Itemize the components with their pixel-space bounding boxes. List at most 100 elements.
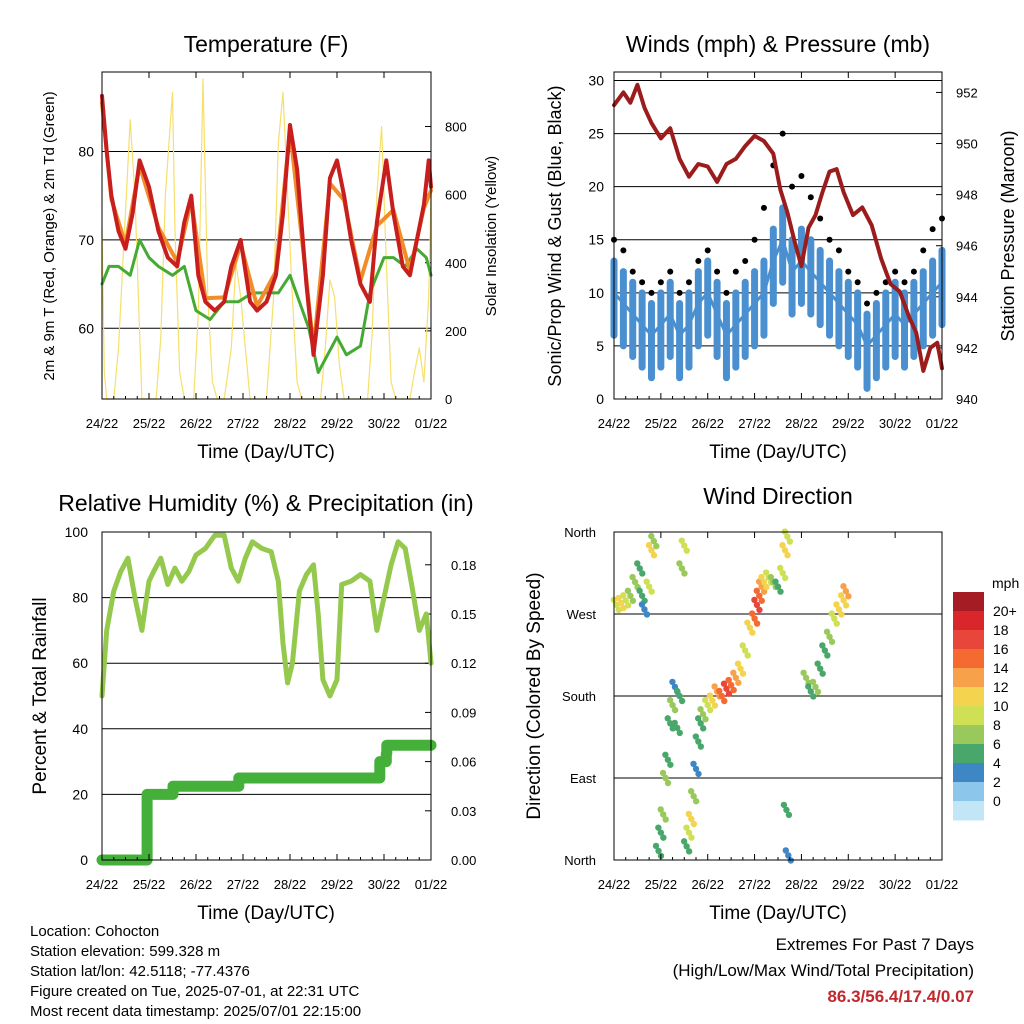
direction-point bbox=[784, 533, 791, 540]
y-tick-label: 0 bbox=[80, 852, 88, 868]
gust-point bbox=[826, 236, 833, 243]
direction-point bbox=[666, 696, 674, 704]
direction-point bbox=[751, 615, 758, 622]
legend-label: 14 bbox=[993, 660, 1009, 676]
direction-point bbox=[694, 715, 702, 722]
x-tick-label: 28/22 bbox=[274, 416, 307, 431]
gust-point bbox=[714, 268, 721, 275]
winds-y2label: Station Pressure (Maroon) bbox=[998, 130, 1018, 341]
direction-point bbox=[687, 788, 695, 795]
direction-point bbox=[840, 597, 847, 604]
direction-point bbox=[636, 587, 643, 594]
gust-point bbox=[695, 257, 702, 264]
direction-point bbox=[697, 720, 704, 727]
direction-point bbox=[620, 592, 627, 599]
direction-xlabel: Time (Day/UTC) bbox=[709, 903, 847, 924]
legend-label: 10 bbox=[993, 698, 1009, 714]
x-tick-label: 26/22 bbox=[180, 416, 213, 431]
y2-tick-label: 200 bbox=[445, 324, 467, 339]
direction-point bbox=[711, 683, 718, 690]
y-tick-label: South bbox=[562, 689, 596, 704]
direction-point bbox=[699, 711, 707, 718]
direction-point bbox=[725, 690, 733, 697]
direction-point bbox=[636, 565, 643, 572]
y2-tick-label: 946 bbox=[956, 239, 978, 254]
direction-point bbox=[828, 638, 836, 645]
direction-point bbox=[772, 578, 779, 585]
direction-point bbox=[842, 602, 850, 609]
x-tick-label: 29/22 bbox=[321, 416, 354, 431]
temperature-2m-line bbox=[100, 93, 433, 357]
gust-point bbox=[901, 279, 908, 286]
direction-point bbox=[650, 537, 658, 545]
temperature-ylabel: 2m & 9m T (Red, Orange) & 2m Td (Green) bbox=[41, 91, 58, 380]
direction-point bbox=[657, 829, 665, 836]
direction-point bbox=[814, 688, 822, 696]
direction-point bbox=[781, 547, 789, 554]
gust-point bbox=[676, 289, 683, 296]
direction-point bbox=[643, 611, 651, 618]
legend-label: 20+ bbox=[993, 603, 1017, 619]
direction-point bbox=[838, 611, 845, 618]
y2-tick-label: 944 bbox=[956, 290, 978, 305]
temperature-y2label: Solar Insolation (Yellow) bbox=[483, 156, 500, 316]
x-tick-label: 26/22 bbox=[180, 877, 213, 892]
direction-point bbox=[648, 588, 655, 595]
y2-tick-label: 600 bbox=[445, 188, 467, 203]
legend-label: 2 bbox=[993, 774, 1001, 790]
legend-title: mph bbox=[992, 575, 1019, 591]
direction-point bbox=[751, 596, 758, 604]
direction-point bbox=[821, 647, 829, 654]
y2-tick-label: 952 bbox=[956, 85, 978, 100]
direction-point bbox=[660, 834, 667, 841]
direction-point bbox=[842, 588, 850, 595]
direction-point bbox=[753, 601, 761, 609]
x-tick-label: 24/22 bbox=[598, 416, 631, 431]
direction-point bbox=[723, 685, 730, 692]
gust-point bbox=[864, 300, 871, 307]
gust-point bbox=[910, 268, 917, 275]
x-tick-label: 30/22 bbox=[879, 877, 912, 892]
direction-point bbox=[781, 574, 789, 582]
direction-point bbox=[669, 678, 676, 686]
legend-swatch bbox=[953, 782, 984, 802]
gust-point bbox=[657, 279, 664, 286]
y-tick-label: 5 bbox=[596, 338, 604, 354]
x-tick-label: 24/22 bbox=[86, 877, 119, 892]
direction-point bbox=[676, 729, 683, 737]
direction-point bbox=[688, 834, 695, 841]
y-tick-label: 40 bbox=[72, 721, 88, 737]
x-tick-label: 25/22 bbox=[645, 416, 678, 431]
x-tick-label: 24/22 bbox=[598, 877, 631, 892]
direction-point bbox=[692, 798, 700, 805]
y-tick-label: 10 bbox=[588, 285, 604, 301]
direction-point bbox=[706, 692, 714, 699]
location-text: Location: Cohocton bbox=[30, 923, 160, 940]
direction-point bbox=[634, 560, 641, 567]
y2-tick-label: 940 bbox=[956, 392, 978, 407]
direction-point bbox=[664, 715, 671, 722]
legend-label: 4 bbox=[993, 755, 1001, 771]
gust-point bbox=[751, 236, 758, 243]
humidity-xlabel: Time (Day/UTC) bbox=[197, 903, 335, 924]
y2-tick-label: 948 bbox=[956, 188, 978, 203]
direction-point bbox=[685, 848, 693, 855]
legend-swatch bbox=[953, 592, 984, 612]
direction-point bbox=[837, 592, 845, 599]
direction-point bbox=[648, 532, 655, 540]
direction-point bbox=[748, 610, 756, 617]
direction-point bbox=[828, 610, 835, 617]
legend-swatch bbox=[953, 649, 984, 669]
legend-swatch bbox=[953, 801, 984, 821]
winds-pressure-panel: Winds (mph) & Pressure (mb) Time (Day/UT… bbox=[545, 31, 1018, 463]
relative-humidity-line bbox=[99, 532, 434, 699]
gust-point bbox=[760, 204, 767, 211]
gust-point bbox=[789, 183, 796, 190]
direction-point bbox=[742, 647, 749, 654]
direction-point bbox=[763, 583, 770, 591]
wind-speed-line bbox=[612, 238, 944, 348]
y2-tick-label: 0.12 bbox=[451, 656, 476, 671]
direction-point bbox=[692, 733, 700, 740]
gust-point bbox=[639, 279, 646, 286]
